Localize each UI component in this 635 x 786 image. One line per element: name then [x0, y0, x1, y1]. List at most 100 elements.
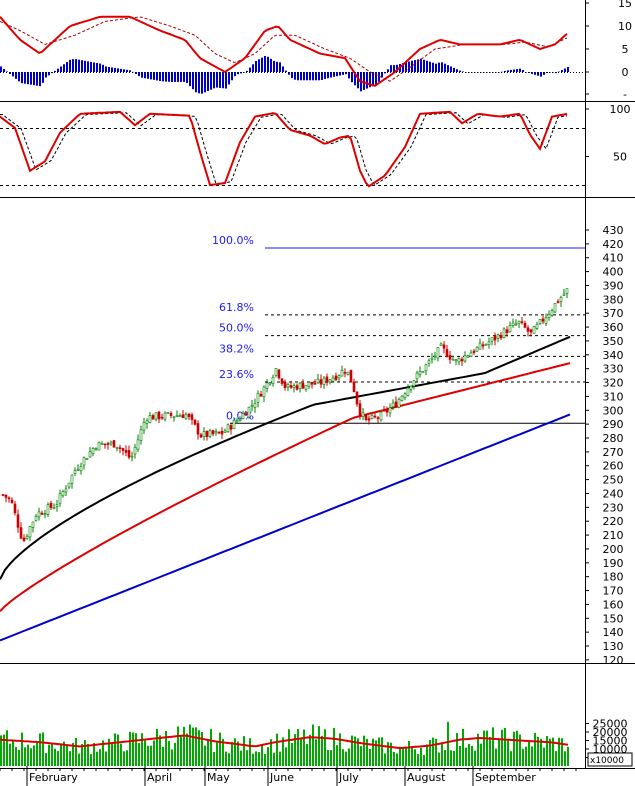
candle-body: [406, 387, 410, 396]
volume-bar: [120, 743, 122, 766]
volume-bar: [84, 740, 86, 766]
macd-hist-bar: [501, 71, 503, 73]
candle-body: [418, 371, 422, 375]
macd-hist-bar: [15, 72, 17, 79]
price-tick-label: 190: [603, 557, 624, 570]
candle-body: [424, 364, 428, 371]
volume-bar: [336, 745, 338, 766]
volume-bar: [63, 741, 65, 766]
volume-bar: [186, 733, 188, 766]
volume-bar: [114, 733, 116, 766]
month-label: June: [269, 771, 294, 784]
volume-bar: [180, 736, 182, 766]
volume-bar: [126, 750, 128, 766]
macd-hist-bar: [363, 72, 365, 90]
volume-bar: [348, 748, 350, 766]
candle-body: [178, 415, 182, 417]
volume-bar: [363, 735, 365, 766]
price-panel: 100.0% 61.8% 50.0% 38.2% 23.6% 0.0% 430420410…: [0, 224, 624, 667]
volume-bar: [447, 721, 449, 766]
candle-body: [31, 521, 35, 528]
candle-body: [220, 431, 224, 435]
macd-hist-bar: [444, 63, 446, 72]
volume-bar: [162, 746, 164, 766]
volume-bar: [453, 750, 455, 766]
volume-bar: [54, 748, 56, 766]
candle-body: [394, 401, 398, 408]
macd-hist-bar: [279, 62, 281, 72]
candle-body: [400, 395, 404, 401]
macd-hist-bar: [369, 72, 371, 88]
price-tick-label: 230: [603, 501, 624, 514]
macd-hist-bar: [330, 72, 332, 78]
x-axis: February April May June July August September: [0, 766, 577, 786]
candle-body: [499, 334, 503, 339]
volume-bar: [216, 742, 218, 766]
macd-hist-bar: [45, 72, 47, 78]
macd-hist-bar: [270, 58, 272, 72]
volume-bar: [468, 743, 470, 766]
price-tick-label: 410: [603, 252, 624, 265]
macd-hist-bar: [381, 72, 383, 78]
candle-body: [253, 403, 257, 408]
candle-body: [541, 318, 545, 322]
panel-frames: [0, 0, 635, 769]
volume-bar: [264, 753, 266, 766]
candle-body: [340, 370, 344, 377]
candle-body: [409, 385, 413, 390]
macd-hist-bar: [0, 66, 2, 72]
macd-hist-bar: [402, 63, 404, 72]
volume-bar: [261, 744, 263, 766]
macd-hist-bar: [312, 72, 314, 81]
price-tick-label: 420: [603, 238, 624, 251]
volume-bar: [339, 733, 341, 766]
volume-bar: [510, 751, 512, 766]
candle-body: [373, 415, 377, 418]
macd-hist-bar: [351, 72, 353, 83]
candle-body: [484, 343, 488, 346]
volume-bar: [198, 730, 200, 766]
volume-bar: [204, 745, 206, 766]
vol-tick-label: 20000: [593, 726, 628, 739]
candle-body: [481, 344, 485, 347]
macd-hist-bar: [504, 70, 506, 72]
volume-bar: [102, 740, 104, 766]
candle-body: [10, 499, 14, 503]
volume-bar: [177, 726, 179, 766]
candle-body: [511, 322, 515, 326]
macd-hist-bar: [435, 63, 437, 72]
volume-bar: [150, 745, 152, 766]
volume-bar: [30, 748, 32, 766]
candle-body: [316, 378, 320, 384]
volume-bar: [213, 751, 215, 766]
candle-body: [19, 527, 23, 539]
macd-hist-bar: [237, 72, 239, 75]
volume-bar: [225, 751, 227, 766]
volume-bar: [201, 731, 203, 766]
macd-hist-bar: [567, 66, 569, 72]
candle-body: [7, 497, 11, 500]
candle-body: [475, 347, 479, 352]
macd-hist-bar: [441, 62, 443, 72]
candle-body: [448, 355, 452, 360]
candle-body: [202, 431, 206, 437]
candle-body: [229, 425, 233, 430]
volume-bar: [24, 747, 26, 766]
volume-panel: 250002000015000100005000 x10000: [0, 718, 633, 767]
macd-hist-bar: [408, 61, 410, 72]
candle-body: [469, 352, 473, 357]
volume-bar: [111, 743, 113, 766]
candle-body: [325, 376, 329, 383]
macd-hist-bar: [252, 64, 254, 72]
candle-body: [85, 458, 89, 460]
candle-body: [244, 413, 248, 416]
macd-hist-bar: [36, 72, 38, 86]
candle-body: [40, 512, 44, 515]
volume-bar: [438, 752, 440, 766]
price-tick-label: 140: [603, 626, 624, 639]
macd-hist-bar: [564, 68, 566, 72]
candle-body: [166, 412, 170, 414]
volume-bar: [450, 750, 452, 766]
candle-body: [184, 413, 188, 419]
